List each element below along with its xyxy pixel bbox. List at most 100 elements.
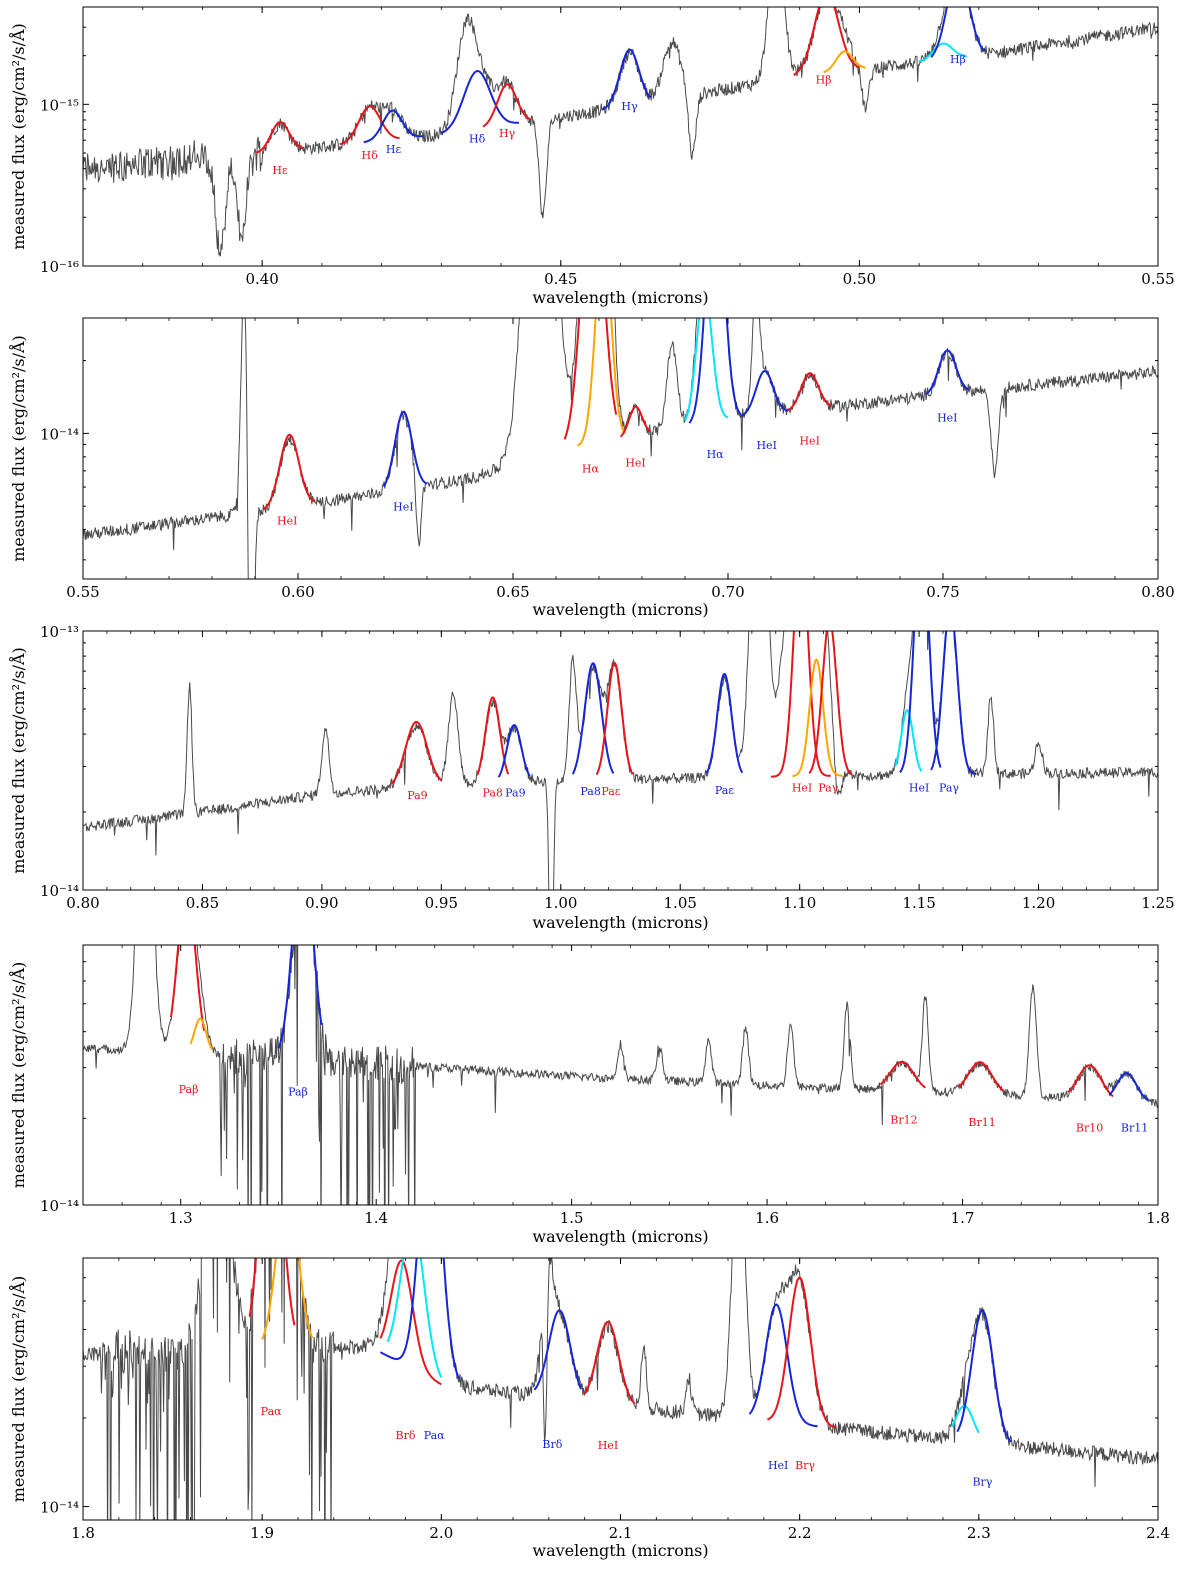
- fit-curve-red: [339, 105, 400, 146]
- x-tick-label: 0.75: [926, 583, 959, 601]
- line-label: HeI: [768, 1459, 788, 1472]
- y-tick-label: 10⁻¹⁵: [40, 96, 79, 114]
- fit-curve-red: [263, 433, 316, 510]
- fit-curve-red: [595, 661, 634, 776]
- x-tick-label: 1.4: [364, 1209, 388, 1227]
- line-label: HeI: [598, 1439, 618, 1452]
- line-label: HeI: [799, 434, 819, 447]
- x-tick-label: 2.0: [429, 1524, 453, 1542]
- x-tick-label: 1.10: [783, 894, 816, 912]
- fit-curve-blue: [899, 631, 942, 774]
- fit-curve-red: [476, 696, 510, 776]
- spectrum-panel-5: Paα Brδ Paα Brδ HeI HeI Brγ Brγ 1.8 1.9 2.0 2.1 2.2 2…: [8, 1257, 1170, 1560]
- fit-curve-red: [390, 720, 443, 785]
- line-label: Hδ: [469, 133, 486, 146]
- fit-curve-blue: [930, 631, 977, 775]
- fit-curve-orange: [823, 50, 866, 74]
- fit-curve-blue: [705, 672, 744, 774]
- fit-curve-blue: [1108, 1072, 1149, 1102]
- line-label: Brδ: [396, 1429, 416, 1442]
- x-axis-title: wavelength (microns): [532, 288, 708, 307]
- spectrum-panel-2: HeI HeI Hα HeI Hα HeI HeI HeI 0.55 0.60 0.65 0.70 0.…: [8, 317, 1175, 619]
- line-label: Hα: [582, 462, 600, 475]
- line-label: Paε: [601, 785, 620, 798]
- x-tick-label: 1.5: [560, 1209, 584, 1227]
- x-tick-label: 1.8: [1146, 1209, 1170, 1227]
- x-tick-label: 2.1: [609, 1524, 633, 1542]
- y-axis-title: measured flux (erg/cm²/s/Å): [8, 1276, 28, 1503]
- x-tick-label: 2.4: [1146, 1524, 1170, 1542]
- x-tick-label: 1.9: [250, 1524, 274, 1542]
- fit-curve-red: [879, 1060, 927, 1089]
- fit-curve-red: [767, 1276, 836, 1429]
- fit-curve-blue: [363, 109, 424, 144]
- line-label: Pa8: [482, 786, 502, 799]
- line-label: Hε: [272, 164, 288, 177]
- fit-curve-red: [248, 1258, 296, 1326]
- x-tick-label: 1.00: [544, 894, 577, 912]
- fit-curve-blue: [956, 1309, 1012, 1443]
- line-label: Pa9: [505, 786, 525, 799]
- x-tick-label: 0.60: [281, 583, 314, 601]
- fit-curve-blue: [602, 48, 652, 111]
- x-tick-label: 0.50: [843, 270, 876, 288]
- line-label: Hδ: [362, 149, 379, 162]
- fit-curve-red: [770, 631, 831, 778]
- x-axis-title: wavelength (microns): [532, 913, 708, 932]
- fit-curve-blue: [571, 662, 615, 775]
- line-label: Brδ: [542, 1438, 562, 1451]
- line-label: Paγ: [818, 782, 838, 795]
- line-label: Hγ: [499, 127, 516, 140]
- y-tick-label: 10⁻¹⁴: [40, 882, 79, 900]
- plot-frame: [82, 630, 1159, 891]
- x-tick-label: 0.85: [186, 894, 219, 912]
- fit-curve-blue: [497, 724, 531, 778]
- spectrum-line: [83, 318, 1158, 579]
- y-tick-label: 10⁻¹⁶: [40, 258, 79, 276]
- x-tick-label: 1.8: [71, 1524, 95, 1542]
- line-label: Brγ: [795, 1459, 815, 1472]
- line-label: Brγ: [972, 1475, 992, 1488]
- x-tick-label: 0.45: [544, 270, 577, 288]
- fit-curve-orange: [189, 1017, 213, 1050]
- fit-curve-cyan: [951, 1404, 980, 1434]
- fit-curve-blue: [925, 349, 970, 396]
- fit-curve-red: [583, 1320, 636, 1405]
- spectrum-line: [83, 1258, 1158, 1520]
- x-axis-title: wavelength (microns): [532, 600, 708, 619]
- x-tick-label: 0.65: [496, 583, 529, 601]
- fit-curve-red: [957, 1061, 1005, 1092]
- y-axis-title: measured flux (erg/cm²/s/Å): [8, 23, 28, 250]
- line-label: Hγ: [621, 100, 638, 113]
- x-axis-title: wavelength (microns): [532, 1541, 708, 1560]
- line-label: Paβ: [288, 1086, 308, 1099]
- fit-curve-blue: [533, 1309, 583, 1391]
- x-tick-label: 1.20: [1022, 894, 1055, 912]
- line-label: HeI: [792, 782, 812, 795]
- line-label: Paε: [715, 784, 734, 797]
- fit-curve-blue: [379, 1258, 461, 1380]
- x-tick-label: 0.70: [711, 583, 744, 601]
- x-tick-label: 1.25: [1141, 894, 1174, 912]
- x-tick-label: 1.7: [951, 1209, 975, 1227]
- fit-curve-blue: [748, 1303, 818, 1428]
- fit-curve-blue: [688, 318, 742, 424]
- x-tick-label: 0.55: [1141, 270, 1174, 288]
- line-label: HeI: [756, 439, 776, 452]
- fit-curve-red: [787, 372, 832, 412]
- x-tick-label: 0.40: [245, 270, 278, 288]
- fit-curve-red: [619, 405, 652, 438]
- plot-frame: [82, 317, 1159, 580]
- line-label: Br10: [1076, 1122, 1103, 1135]
- line-label: Paα: [424, 1429, 445, 1442]
- fit-curve-red: [793, 7, 860, 76]
- x-tick-label: 0.90: [305, 894, 338, 912]
- line-label: Br12: [890, 1113, 917, 1126]
- fit-curve-red: [563, 318, 618, 440]
- line-label: Pa8: [580, 785, 600, 798]
- spectrum-line: [83, 945, 1158, 1205]
- line-label: Paγ: [939, 782, 959, 795]
- line-label: Hα: [707, 448, 725, 461]
